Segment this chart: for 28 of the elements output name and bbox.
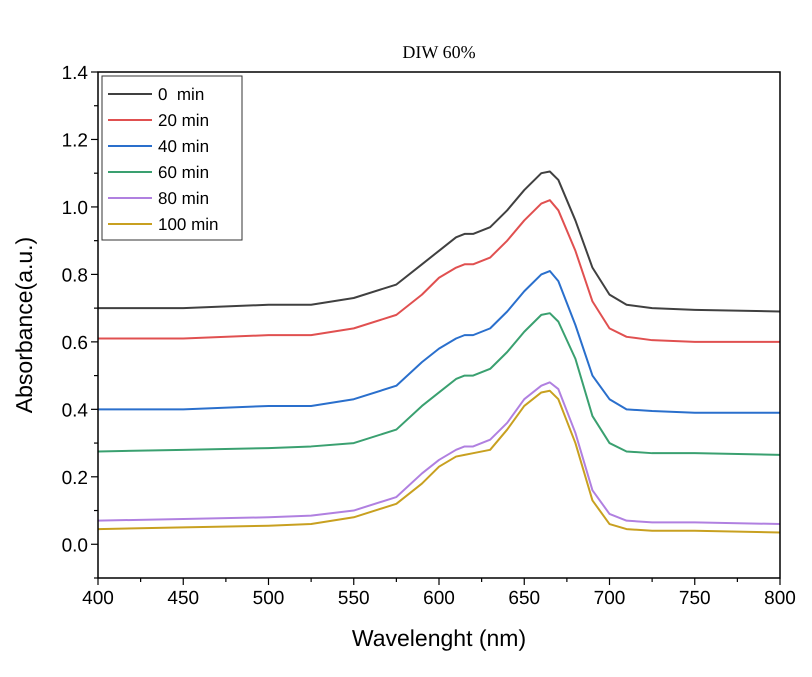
x-axis-title: Wavelenght (nm) xyxy=(352,625,526,651)
x-tick-label: 450 xyxy=(167,588,200,609)
x-tick-label: 600 xyxy=(423,588,455,609)
y-tick-label: 0.8 xyxy=(62,265,88,286)
y-tick-label: 0.0 xyxy=(62,535,88,556)
y-axis-title: Absorbance(a.u.) xyxy=(11,236,37,414)
legend-label: 20 min xyxy=(158,111,210,130)
y-tick-label: 1.4 xyxy=(62,63,88,84)
y-tick-label: 0.4 xyxy=(62,400,88,422)
y-tick-label: 1.2 xyxy=(62,130,88,152)
y-tick-label: 0.2 xyxy=(62,468,88,489)
x-tick-label: 800 xyxy=(764,588,796,609)
legend-label: 60 min xyxy=(158,163,210,182)
x-tick-label: 700 xyxy=(594,588,626,609)
y-tick-label: 1.0 xyxy=(62,198,88,219)
y-tick-label: 0.6 xyxy=(62,332,88,354)
chart-title: DIW 60% xyxy=(402,42,476,62)
legend-label: 0 min xyxy=(158,85,204,104)
line-series xyxy=(97,270,781,414)
x-tick-label: 400 xyxy=(82,588,114,609)
x-tick-label: 650 xyxy=(508,588,540,609)
line-series xyxy=(97,312,781,456)
legend-label: 80 min xyxy=(158,189,210,208)
x-tick-label: 550 xyxy=(338,588,370,609)
legend-label: 100 min xyxy=(158,215,218,234)
x-tick-label: 750 xyxy=(678,588,711,609)
legend-label: 40 min xyxy=(158,137,210,156)
x-tick-label: 500 xyxy=(252,588,284,609)
